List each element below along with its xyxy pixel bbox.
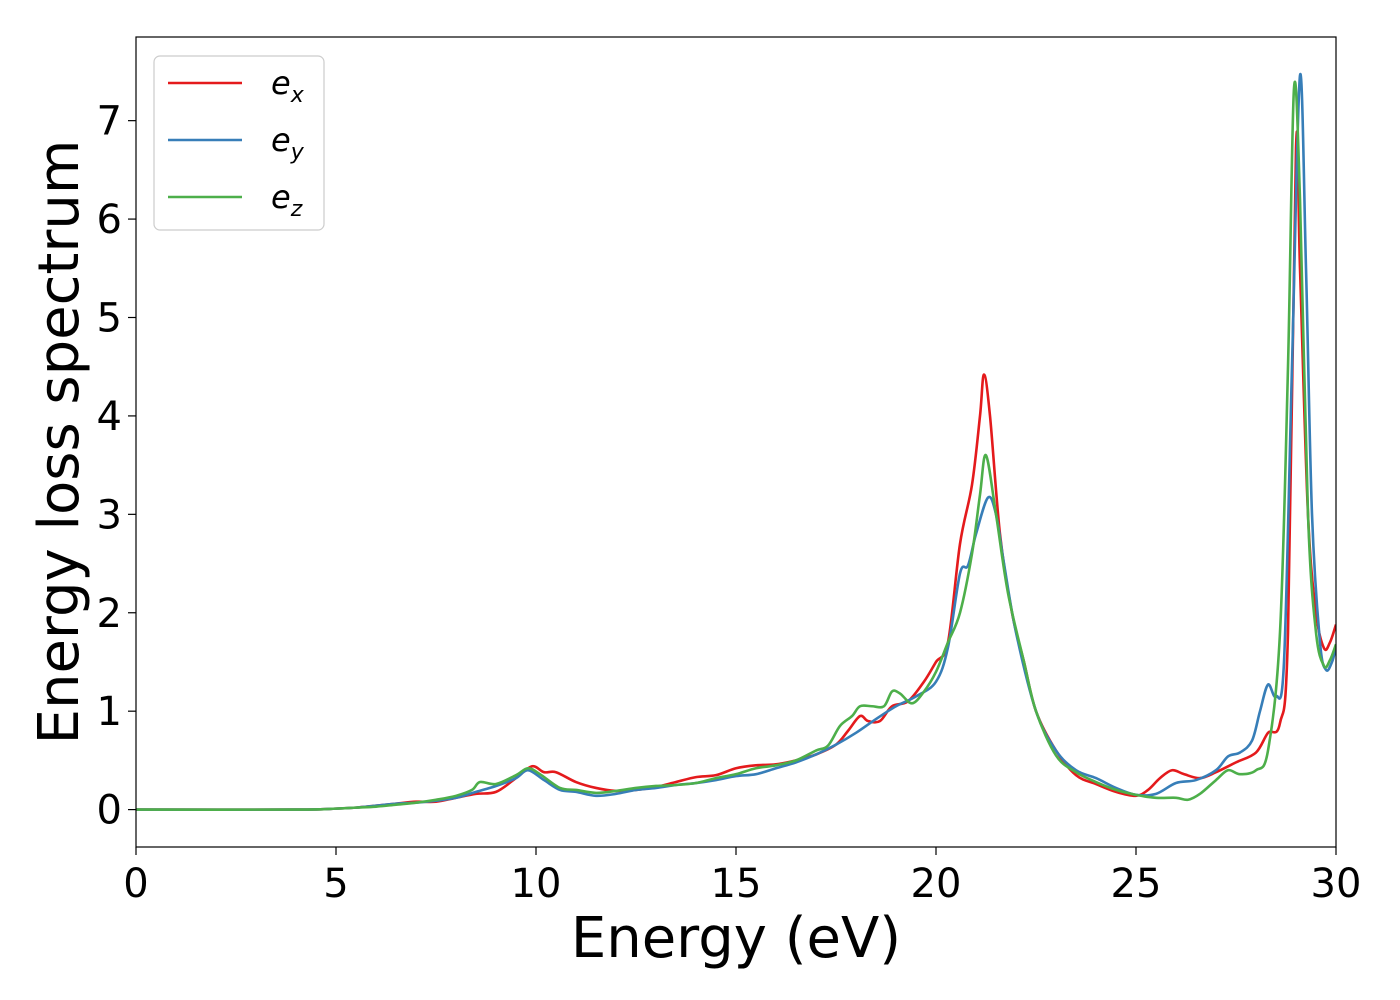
series-line-ex xyxy=(136,130,1336,811)
legend-label-ex: ex xyxy=(271,64,305,108)
x-tick-label: 0 xyxy=(123,861,148,907)
legend-label-ez: ez xyxy=(271,178,303,222)
x-axis-title: Energy (eV) xyxy=(571,906,901,971)
axes: 0 5 10 15 20 25 30 0 1 2 3 4 5 6 7 Energy (eV) Energy lo… xyxy=(27,36,1362,971)
y-tick-label: 1 xyxy=(97,689,122,735)
series-line-ez xyxy=(136,80,1336,811)
series-line-ey xyxy=(136,72,1336,811)
y-tick-label: 2 xyxy=(97,591,122,637)
x-tick-label: 30 xyxy=(1311,861,1362,907)
x-tick-label: 5 xyxy=(323,861,348,907)
y-tick-label: 5 xyxy=(97,295,122,341)
x-tick-label: 25 xyxy=(1111,861,1162,907)
legend-box xyxy=(153,55,325,231)
y-axis-title: Energy loss spectrum xyxy=(27,140,92,745)
x-tick-label: 20 xyxy=(911,861,962,907)
y-tick-label: 4 xyxy=(97,394,122,440)
y-tick-label: 3 xyxy=(97,492,122,538)
y-tick-label: 6 xyxy=(97,197,122,243)
x-tick-label: 10 xyxy=(511,861,562,907)
plot-area xyxy=(136,72,1336,811)
legend-label-ey: ey xyxy=(271,121,305,165)
y-tick-label: 7 xyxy=(97,99,122,145)
legend: ex ey ez xyxy=(153,55,325,231)
x-tick-label: 15 xyxy=(711,861,762,907)
y-tick-label: 0 xyxy=(97,788,122,834)
